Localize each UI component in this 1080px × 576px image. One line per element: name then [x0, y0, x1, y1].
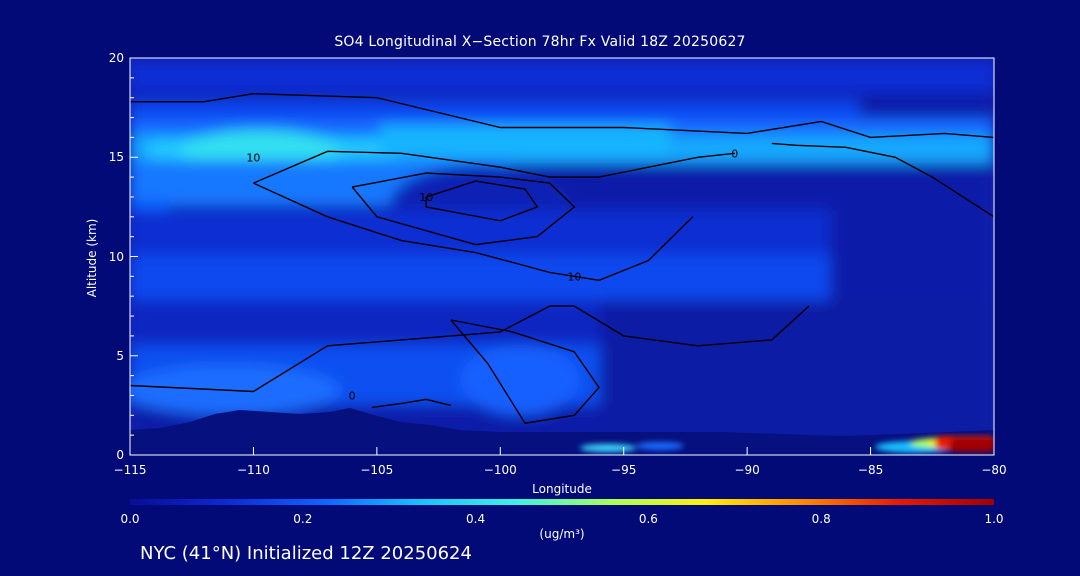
colorbar [130, 499, 994, 505]
y-tick-label: 10 [108, 249, 124, 264]
contour-label: 0 [349, 389, 356, 402]
contour-label: 10 [246, 151, 260, 164]
y-tick-label: 15 [108, 150, 124, 165]
x-tick-label: −85 [857, 463, 884, 477]
contour-line [450, 319, 600, 424]
y-tick-label: 20 [108, 51, 124, 65]
contour-line [253, 182, 694, 282]
contour-label: 0 [731, 147, 738, 160]
contour-line [351, 172, 576, 246]
x-axis-label: Longitude [532, 482, 592, 496]
contour-lines [130, 92, 994, 424]
terrain-mask [130, 408, 994, 455]
plot-area: 10 10 10 0 0 [130, 58, 994, 455]
x-tick-label: −95 [611, 463, 637, 477]
x-tick-label: −110 [236, 463, 270, 477]
colorbar-bar [130, 499, 994, 505]
colorbar-tick-label: 0.6 [638, 512, 658, 526]
y-axis-label: Altitude (km) [85, 218, 99, 298]
contour-label: 10 [419, 191, 433, 204]
contour-line [253, 150, 735, 184]
contour-label: 10 [567, 270, 581, 283]
x-tick-label: −90 [734, 463, 760, 477]
x-tick-label: −100 [483, 463, 517, 477]
x-tick-label: −80 [981, 463, 1007, 477]
x-tick-label: −115 [113, 463, 147, 477]
contour-line [425, 180, 539, 222]
colorbar-tick-label: 0.8 [811, 512, 831, 526]
x-tick-label: −105 [360, 463, 394, 477]
chart-title: SO4 Longitudinal X−Section 78hr Fx Valid… [334, 34, 746, 50]
contour-line [130, 305, 810, 393]
footer-caption: NYC (41°N) Initialized 12Z 20250624 [140, 543, 472, 564]
contour-labels: 10 10 10 0 0 [246, 147, 738, 402]
contour-line [771, 142, 994, 218]
colorbar-tick-label: 0.0 [120, 512, 140, 526]
contour-line [130, 92, 994, 139]
colorbar-units: (ug/m³) [539, 527, 585, 541]
contour-line [371, 398, 452, 409]
concentration-field [130, 58, 994, 455]
colorbar-tick-label: 1.0 [984, 512, 1004, 526]
y-axis-ticks [130, 57, 138, 456]
y-tick-label: 5 [116, 348, 124, 363]
colorbar-tick-label: 0.2 [293, 512, 313, 526]
x-axis-ticks [129, 447, 995, 455]
surface-plumes [580, 436, 994, 453]
y-tick-label: 0 [116, 448, 124, 462]
colorbar-tick-label: 0.4 [466, 512, 486, 526]
